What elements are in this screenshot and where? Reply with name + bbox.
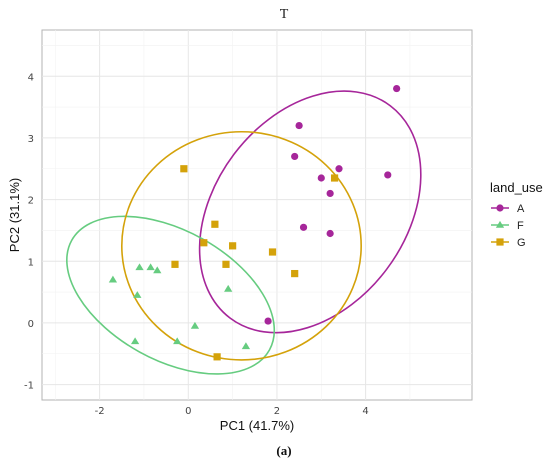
point-A	[291, 152, 299, 161]
point-A	[384, 171, 392, 179]
ellipse-A	[198, 90, 422, 334]
legend-label-F: F	[517, 220, 524, 232]
point-G	[229, 242, 237, 250]
legend-label-G: G	[517, 237, 526, 249]
legend-label-A: A	[517, 203, 525, 215]
figure-caption: (a)	[276, 443, 291, 458]
legend-key-A	[496, 204, 504, 212]
point-F	[135, 263, 144, 271]
grid-lines	[42, 30, 472, 400]
point-F	[153, 266, 162, 274]
point-F	[108, 275, 118, 283]
point-G	[213, 353, 221, 361]
point-A	[393, 84, 401, 93]
y-tick-label: 3	[28, 134, 34, 145]
point-G	[171, 260, 179, 268]
point-F	[146, 263, 155, 271]
x-tick-label: 0	[185, 406, 191, 417]
point-G	[180, 165, 188, 173]
x-tick-label: -2	[95, 406, 105, 417]
y-axis-title: PC2 (31.1%)	[7, 178, 22, 252]
legend-key-G	[496, 238, 504, 246]
legend-key-F	[495, 220, 505, 228]
x-tick-label: 2	[274, 406, 280, 417]
point-A	[326, 189, 334, 198]
ellipse-G	[120, 130, 362, 361]
x-axis-title: PC1 (41.7%)	[220, 418, 294, 433]
y-tick-label: 4	[28, 72, 34, 83]
point-G	[291, 269, 299, 278]
point-A	[264, 317, 272, 325]
ellipse-F	[66, 215, 276, 375]
point-A	[295, 121, 303, 130]
point-A	[326, 229, 334, 238]
legend: land_use AFG	[490, 180, 543, 249]
point-G	[268, 248, 277, 256]
point-A	[299, 223, 308, 231]
y-tick-label: 1	[28, 257, 34, 268]
y-tick-label: -1	[24, 381, 34, 392]
point-G	[200, 239, 208, 247]
point-F	[173, 337, 182, 345]
point-F	[130, 337, 140, 345]
point-A	[335, 165, 343, 173]
x-tick-label: 4	[362, 406, 368, 417]
point-F	[241, 342, 251, 350]
data-points	[108, 84, 401, 361]
plot-panel	[41, 29, 473, 401]
point-G	[222, 260, 230, 268]
axis-ticks: -2 0 2 4 -1 0 1 2 3 4	[24, 72, 369, 417]
point-F	[133, 291, 142, 298]
point-A	[317, 174, 325, 182]
confidence-ellipses	[66, 90, 422, 375]
y-tick-label: 2	[28, 196, 34, 207]
y-tick-label: 0	[28, 319, 34, 330]
point-G	[211, 220, 219, 228]
point-G	[330, 174, 339, 182]
point-F	[224, 284, 233, 292]
legend-title: land_use	[490, 180, 543, 195]
chart-title: T	[280, 7, 289, 22]
point-F	[190, 321, 200, 329]
